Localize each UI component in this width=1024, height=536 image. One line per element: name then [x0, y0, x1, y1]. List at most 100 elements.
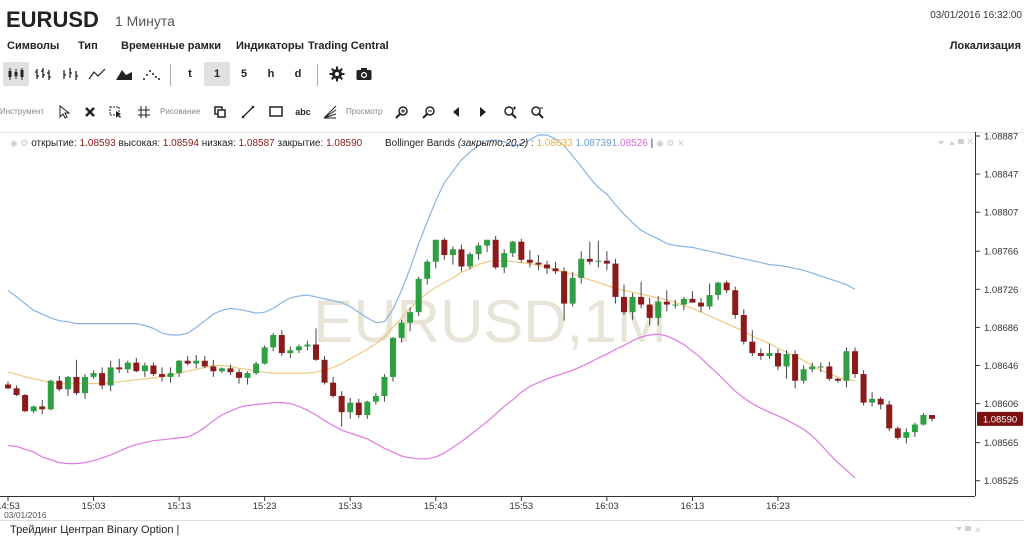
- trendline-icon[interactable]: [237, 102, 259, 122]
- candle-bull: [911, 424, 918, 433]
- bb-end: |: [650, 138, 654, 149]
- select-area-icon[interactable]: [105, 102, 127, 122]
- candle-bull: [449, 249, 456, 256]
- candle-bear: [646, 304, 653, 318]
- candle-bear: [5, 384, 11, 389]
- delete-icon[interactable]: [79, 102, 101, 122]
- candle-bull: [475, 245, 482, 255]
- menu-trading-central[interactable]: Trading Central: [308, 40, 389, 52]
- candle-bull: [432, 239, 439, 262]
- candle-bull: [680, 298, 687, 305]
- high-label: высокая:: [118, 138, 161, 149]
- time-tick-label: 16:13: [681, 501, 705, 512]
- price-chart[interactable]: EURUSD,1M 1.088871.088471.088071.087661.…: [0, 132, 1024, 520]
- dots-icon[interactable]: [138, 62, 164, 86]
- zoom-in-icon[interactable]: [391, 102, 413, 122]
- drawing-toolbar: Инструмент Рисование abc Просмотр: [0, 100, 1024, 124]
- candle-bear: [492, 239, 499, 268]
- pane-controls-icon[interactable]: ✕: [938, 137, 974, 148]
- area-icon[interactable]: [111, 62, 137, 86]
- timeframe-tick[interactable]: t: [188, 68, 192, 80]
- chart-header: EURUSD 1 Минута 03/01/2016 16:32:00: [0, 0, 1024, 38]
- copy-icon[interactable]: [209, 102, 231, 122]
- candle-bear: [73, 376, 80, 394]
- candle-bear: [877, 398, 884, 405]
- candle-bull: [244, 373, 251, 378]
- rectangle-icon[interactable]: [265, 102, 287, 122]
- candle-bear: [99, 373, 106, 386]
- time-tick-label: 15:03: [82, 501, 106, 512]
- svg-text:✕: ✕: [974, 526, 982, 535]
- bottom-pane-label: Трейдинг Центрап Binary Option |: [10, 524, 180, 536]
- crosshair-tool-icon[interactable]: [133, 102, 155, 122]
- gear-icon[interactable]: [324, 62, 350, 86]
- zoom-out-icon[interactable]: [418, 102, 440, 122]
- scroll-left-icon[interactable]: [445, 102, 467, 122]
- candle-bull: [47, 380, 54, 410]
- timeframe-1m[interactable]: 1: [204, 62, 230, 86]
- candle-bear: [22, 395, 29, 412]
- candle-bull: [817, 366, 824, 368]
- svg-text:✕: ✕: [966, 137, 974, 148]
- candle-bull: [407, 312, 414, 323]
- time-axis[interactable]: 14:53 15:03 15:13 15:23 15:33 15:43 15:53 16:03…: [0, 496, 790, 520]
- candles-icon[interactable]: [3, 62, 29, 86]
- zoom-fit-in-icon[interactable]: [499, 102, 521, 122]
- text-tool-button[interactable]: abc: [295, 107, 311, 117]
- menu-timeframes[interactable]: Временные рамки: [121, 40, 221, 52]
- candle-bull: [270, 335, 277, 348]
- chart-area[interactable]: EURUSD,1M 1.08887 1.08847 1.08807 1.08766 1.…: [0, 132, 1024, 520]
- menu-symbols[interactable]: Символы: [7, 40, 60, 52]
- candle-bear: [740, 315, 747, 342]
- legend-eye-icon[interactable]: ◉ ⚙: [10, 138, 29, 148]
- timeframe-day[interactable]: d: [294, 68, 302, 80]
- view-label: Просмотр: [346, 107, 383, 116]
- candle-bear: [535, 262, 542, 265]
- date-label: 03/01/2016: [4, 510, 47, 520]
- candle-bull: [578, 258, 585, 278]
- open-value: 1.08593: [79, 138, 116, 149]
- candle-bull: [295, 346, 302, 351]
- candle-bull: [595, 260, 602, 262]
- price-axis[interactable]: 1.08887 1.08847 1.08807 1.08766 1.08726 1.086…: [975, 132, 1018, 487]
- toolbar-separator: [317, 64, 318, 86]
- candle-bear: [757, 353, 764, 356]
- high-value: 1.08594: [162, 138, 199, 149]
- candle-bull: [253, 363, 260, 374]
- candle-bear: [330, 382, 337, 396]
- candle-bull: [569, 277, 576, 304]
- timeframe-5m[interactable]: 5: [240, 68, 248, 80]
- candle-bear: [621, 296, 627, 313]
- candle-bull: [141, 365, 148, 372]
- price-tick-label: 1.08807: [984, 208, 1018, 219]
- menu-type[interactable]: Тип: [78, 40, 98, 52]
- candle-bear: [526, 259, 533, 263]
- price-tick-label: 1.08766: [984, 247, 1018, 258]
- scroll-right-icon[interactable]: [472, 102, 494, 122]
- drawing-label: Рисование: [160, 107, 201, 116]
- fan-icon[interactable]: [319, 102, 341, 122]
- menu-localization[interactable]: Локализация: [949, 40, 1021, 52]
- bars-icon[interactable]: [30, 62, 56, 86]
- candle-bear: [723, 282, 730, 291]
- timeframe-hour[interactable]: h: [267, 68, 275, 80]
- camera-icon[interactable]: [351, 62, 377, 86]
- candle-bull: [484, 239, 491, 246]
- candle-bear: [860, 374, 867, 403]
- bb-upper-line: [7, 134, 856, 336]
- cursor-icon[interactable]: [53, 102, 75, 122]
- open-label: открытие:: [31, 138, 77, 149]
- candle-bull: [903, 432, 910, 438]
- time-tick-label: 15:33: [338, 501, 362, 512]
- bottom-pane-controls-icon[interactable]: ✕: [954, 523, 984, 535]
- candle-bull: [501, 253, 508, 268]
- indicator-controls-icon[interactable]: ◉ ⚙ ✕: [656, 138, 685, 148]
- candle-bear: [458, 249, 465, 267]
- period-label: 1 Минута: [115, 13, 175, 29]
- menu-indicators[interactable]: Индикаторы: [236, 40, 304, 52]
- hlc-bars-icon[interactable]: [57, 62, 83, 86]
- candle-bear: [586, 258, 593, 262]
- zoom-fit-out-icon[interactable]: [526, 102, 548, 122]
- candle-bear: [732, 290, 739, 316]
- line-icon[interactable]: [84, 62, 110, 86]
